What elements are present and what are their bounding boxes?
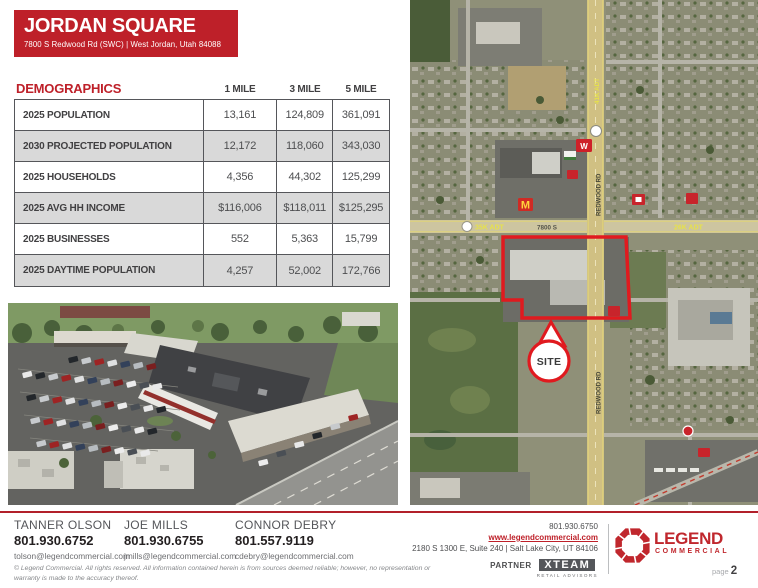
contact-name: CONNOR DEBRY: [235, 518, 337, 532]
cell-value: 124,809: [277, 100, 334, 130]
route-shield: [590, 125, 602, 137]
table-row: 2025 DAYTIME POPULATION 4,257 52,002 172…: [15, 255, 389, 286]
adt-label-east: 26K ADT: [674, 225, 704, 232]
property-title: JORDAN SQUARE: [24, 15, 196, 37]
contact-email: tolson@legendcommercial.com: [14, 551, 130, 561]
left-building-roof: [8, 451, 74, 489]
contact-name: TANNER OLSON: [14, 518, 112, 532]
background-building: [60, 306, 150, 318]
svg-text:M: M: [521, 200, 530, 212]
route-shield: [461, 221, 473, 232]
row-label: 2025 DAYTIME POPULATION: [15, 255, 204, 286]
mcdonalds-logo: M: [518, 198, 533, 212]
company-info: 801.930.6750 www.legendcommercial.com 21…: [372, 522, 598, 580]
page-number: page 2: [712, 565, 737, 577]
road-7800-s: [410, 220, 758, 233]
company-address: 2180 S 1300 E, Suite 240 | Salt Lake Cit…: [412, 543, 598, 553]
contact-phone: 801.930.6755: [124, 533, 204, 548]
cell-value: $116,006: [204, 193, 278, 223]
contact-email: cdebry@legendcommercial.com: [235, 551, 354, 561]
legend-wordmark: LEGEND: [654, 529, 724, 548]
cell-value: 118,060: [277, 131, 334, 161]
contact-tanner-olson: TANNER OLSON 801.930.6752 tolson@legendc…: [14, 518, 130, 561]
pad-building-roof: [120, 449, 194, 489]
site-boundary: [501, 235, 632, 320]
page-label: page: [712, 567, 729, 576]
table-row: 2025 AVG HH INCOME $116,006 $118,011 $12…: [15, 193, 389, 224]
cell-value: 343,030: [341, 140, 381, 152]
partner-label: PARTNER: [490, 561, 532, 571]
table-row: 2030 PROJECTED POPULATION 12,172 118,060…: [15, 131, 389, 162]
cell-value: 361,091: [341, 109, 381, 121]
page-number-value: 2: [730, 565, 738, 577]
cell-value: 5,363: [277, 224, 334, 254]
row-label: 2025 BUSINESSES: [15, 224, 204, 254]
demographics-table: 2025 POPULATION 13,161 124,809 361,091 2…: [14, 99, 390, 287]
background-house: [342, 312, 380, 326]
footer-divider: [0, 511, 758, 513]
treeline: [12, 316, 378, 343]
site-pin: SITE: [527, 318, 571, 383]
xteam-subtitle: RETAIL ADVISORS: [536, 573, 598, 579]
street-label-redwood: REDWOOD RD: [597, 173, 603, 216]
contact-connor-debry: CONNOR DEBRY 801.557.9119 cdebry@legendc…: [235, 518, 354, 561]
vertical-divider: [608, 524, 609, 574]
contact-phone: 801.930.6752: [14, 533, 94, 548]
contact-name: JOE MILLS: [124, 518, 189, 532]
property-header: JORDAN SQUARE 7800 S Redwood Rd (SWC) | …: [14, 10, 238, 57]
cell-value: 15,799: [344, 233, 378, 245]
column-header-5-mile: 5 MILE: [345, 84, 377, 95]
table-row: 2025 POPULATION 13,161 124,809 361,091: [15, 100, 389, 131]
company-phone: 801.930.6750: [549, 522, 598, 531]
cell-value: 52,002: [277, 255, 334, 286]
parked-cars: [22, 355, 359, 467]
company-website-link[interactable]: www.legendcommercial.com: [488, 532, 598, 542]
cell-value: 172,766: [341, 264, 381, 277]
contact-email: jmills@legendcommercial.com: [124, 551, 237, 561]
cell-value: 44,302: [277, 162, 334, 192]
contact-joe-mills: JOE MILLS 801.930.6755 jmills@legendcomm…: [124, 518, 236, 561]
commercial-wordmark: COMMERCIAL: [655, 548, 730, 555]
shops-roof: [228, 389, 369, 453]
table-row: 2025 HOUSEHOLDS 4,356 44,302 125,299: [15, 162, 389, 193]
adt-label-north: 41K ADT: [594, 78, 601, 104]
xteam-wordmark: XTEAM: [539, 559, 596, 572]
site-pin-label: SITE: [537, 356, 562, 368]
street-label-7800s: 7800 S: [537, 225, 557, 232]
street-label-redwood: REDWOOD RD: [597, 371, 603, 414]
contact-phone: 801.557.9119: [235, 533, 314, 548]
cell-value: $125,295: [338, 202, 384, 214]
aerial-photo: [8, 303, 398, 505]
legend-shutter-icon: [614, 527, 651, 564]
xteam-logo: XTEAM RETAIL ADVISORS: [537, 558, 598, 579]
demographics-heading: DEMOGRAPHICS: [16, 81, 122, 96]
strip-mall-roof: [54, 331, 136, 346]
cell-value: $118,011: [277, 193, 334, 223]
row-label: 2025 POPULATION: [15, 100, 204, 130]
legal-disclaimer: © Legend Commercial. All rights reserved…: [14, 565, 431, 583]
property-address: 7800 S Redwood Rd (SWC) | West Jordan, U…: [24, 40, 222, 49]
cell-value: 125,299: [341, 171, 381, 183]
row-label: 2025 HOUSEHOLDS: [15, 162, 204, 192]
column-header-1-mile: 1 MILE: [224, 84, 256, 95]
row-label: 2030 PROJECTED POPULATION: [15, 131, 204, 161]
cell-value: 4,257: [204, 255, 278, 286]
satellite-map: M W 35K ADT 7800 S 26K ADT 41K ADT REDWO…: [410, 0, 758, 505]
adt-label-west: 35K ADT: [475, 225, 505, 232]
svg-text:W: W: [580, 142, 588, 151]
retailer-logo: [564, 151, 710, 457]
column-header-3-mile: 3 MILE: [289, 84, 321, 95]
cell-value: 12,172: [204, 131, 278, 161]
cell-value: 552: [204, 224, 278, 254]
cell-value: 4,356: [204, 162, 278, 192]
wendys-logo: W: [576, 139, 592, 152]
cell-value: 13,161: [204, 100, 278, 130]
partner-row: PARTNER XTEAM RETAIL ADVISORS: [372, 558, 598, 579]
row-label: 2025 AVG HH INCOME: [15, 193, 204, 223]
table-row: 2025 BUSINESSES 552 5,363 15,799: [15, 224, 389, 255]
